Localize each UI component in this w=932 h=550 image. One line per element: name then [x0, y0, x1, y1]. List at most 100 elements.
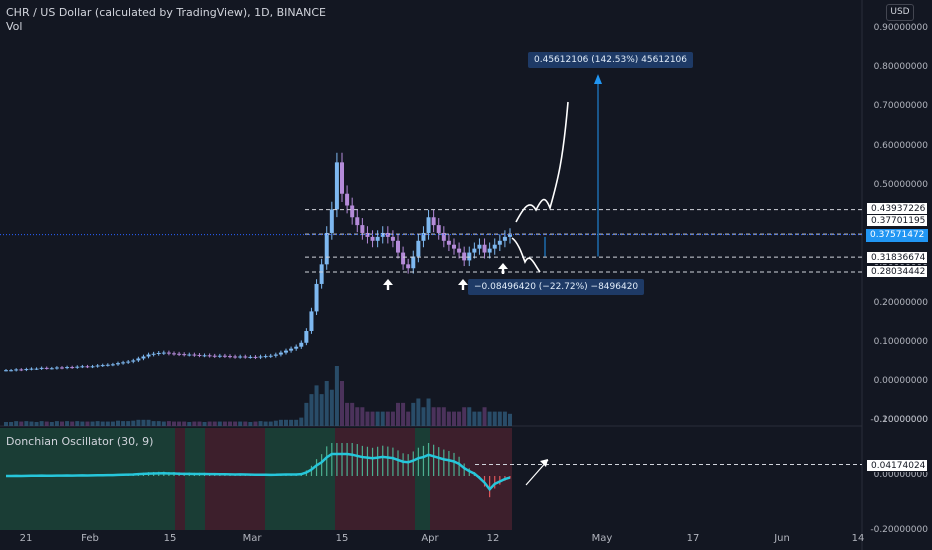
volume-bar-91 — [467, 407, 472, 426]
candle-body-33 — [172, 353, 176, 355]
candle-body-87 — [446, 240, 451, 245]
volume-bar-12 — [65, 421, 70, 426]
osc-level-label: 0.04174024 — [866, 458, 928, 472]
volume-bar-83 — [426, 398, 431, 426]
candle-body-90 — [462, 252, 467, 261]
currency-button[interactable]: USD — [886, 4, 914, 21]
osc-band-2 — [185, 428, 205, 530]
candle-body-83 — [426, 217, 431, 233]
candle-body-16 — [85, 366, 90, 368]
candle-body-49 — [253, 356, 258, 358]
volume-bar-94 — [482, 407, 487, 426]
candle-body-78 — [401, 252, 406, 265]
osc-tick-1: 0.00000000 — [873, 470, 928, 480]
volume-bar-38 — [197, 421, 202, 426]
candle-body-9 — [49, 368, 54, 370]
time-tick-7: May — [591, 533, 613, 544]
volume-bar-0 — [4, 422, 8, 426]
candle-body-35 — [182, 354, 187, 356]
time-tick-8: 17 — [686, 533, 700, 544]
candle-body-52 — [268, 355, 273, 357]
volume-bar-66 — [340, 381, 344, 426]
candle-body-56 — [289, 348, 294, 351]
candle-body-82 — [421, 232, 426, 241]
volume-bar-61 — [314, 385, 319, 426]
candle-body-95 — [487, 248, 492, 253]
support-arrow-2 — [498, 263, 508, 269]
candle-body-94 — [482, 244, 487, 253]
candle-body-54 — [278, 352, 283, 355]
volume-bar-99 — [508, 413, 512, 426]
time-tick-1: Feb — [81, 533, 99, 544]
measure-up-arrowhead — [594, 74, 602, 84]
volume-bar-36 — [187, 422, 192, 426]
candle-body-27 — [141, 356, 146, 359]
candle-body-97 — [497, 240, 502, 245]
volume-bar-42 — [217, 421, 222, 426]
volume-bar-11 — [60, 421, 64, 426]
candle-body-26 — [136, 358, 141, 361]
volume-bar-73 — [375, 411, 380, 426]
measure-up-label: 0.45612106 (142.53%) 45612106 — [528, 52, 693, 68]
candle-body-84 — [431, 217, 436, 226]
volume-bar-24 — [126, 421, 131, 426]
volume-bar-74 — [380, 411, 385, 426]
candle-body-50 — [258, 356, 263, 358]
candle-body-10 — [54, 367, 59, 369]
volume-bar-37 — [192, 421, 197, 426]
volume-bar-1 — [9, 422, 14, 426]
time-tick-3: Mar — [242, 533, 262, 544]
volume-bar-32 — [166, 421, 171, 426]
volume-bar-71 — [365, 411, 370, 426]
candle-body-12 — [65, 367, 70, 369]
volume-bar-23 — [121, 421, 126, 426]
volume-bar-40 — [207, 421, 212, 426]
candle-body-44 — [228, 356, 232, 358]
volume-bar-95 — [487, 411, 492, 426]
candle-body-23 — [121, 362, 126, 364]
candle-body-11 — [60, 367, 64, 369]
candle-body-32 — [166, 352, 171, 354]
volume-bar-26 — [136, 419, 141, 426]
candle-body-47 — [243, 356, 248, 358]
candle-body-70 — [360, 225, 365, 233]
candle-body-77 — [396, 240, 400, 253]
candle-body-69 — [355, 217, 360, 226]
osc-band-5 — [335, 428, 415, 530]
volume-bar-4 — [24, 421, 29, 426]
osc-tick-0: 0.20000000 — [873, 415, 928, 425]
candle-body-22 — [116, 363, 120, 365]
candle-body-7 — [39, 367, 44, 369]
candle-body-30 — [156, 352, 161, 354]
volume-bar-19 — [100, 421, 105, 426]
volume-bar-29 — [151, 421, 156, 426]
volume-bar-17 — [90, 421, 95, 426]
volume-bar-2 — [14, 421, 19, 426]
volume-bar-6 — [34, 422, 39, 426]
candle-body-13 — [70, 367, 75, 369]
candle-body-51 — [263, 356, 268, 358]
volume-bar-59 — [304, 402, 309, 426]
volume-bar-63 — [324, 381, 329, 426]
candle-body-0 — [4, 370, 8, 372]
indicator-label[interactable]: Donchian Oscillator (30, 9) — [6, 435, 154, 448]
volume-bar-90 — [462, 407, 467, 426]
volume-bar-75 — [385, 411, 390, 426]
volume-bar-81 — [416, 398, 421, 426]
volume-bar-39 — [202, 422, 207, 426]
volume-bar-20 — [105, 421, 110, 426]
volume-bar-10 — [54, 421, 59, 426]
osc-band-0 — [0, 428, 175, 530]
candle-body-2 — [14, 369, 19, 371]
volume-bar-68 — [350, 402, 355, 426]
candle-body-61 — [314, 283, 319, 312]
support-arrow-stem-2 — [501, 269, 505, 274]
volume-bar-14 — [75, 421, 80, 426]
volume-bar-3 — [19, 421, 24, 426]
candle-body-89 — [457, 248, 462, 253]
price-label-2: 0.37571472 — [866, 229, 928, 242]
volume-bar-54 — [278, 419, 283, 426]
candle-body-39 — [202, 355, 207, 357]
